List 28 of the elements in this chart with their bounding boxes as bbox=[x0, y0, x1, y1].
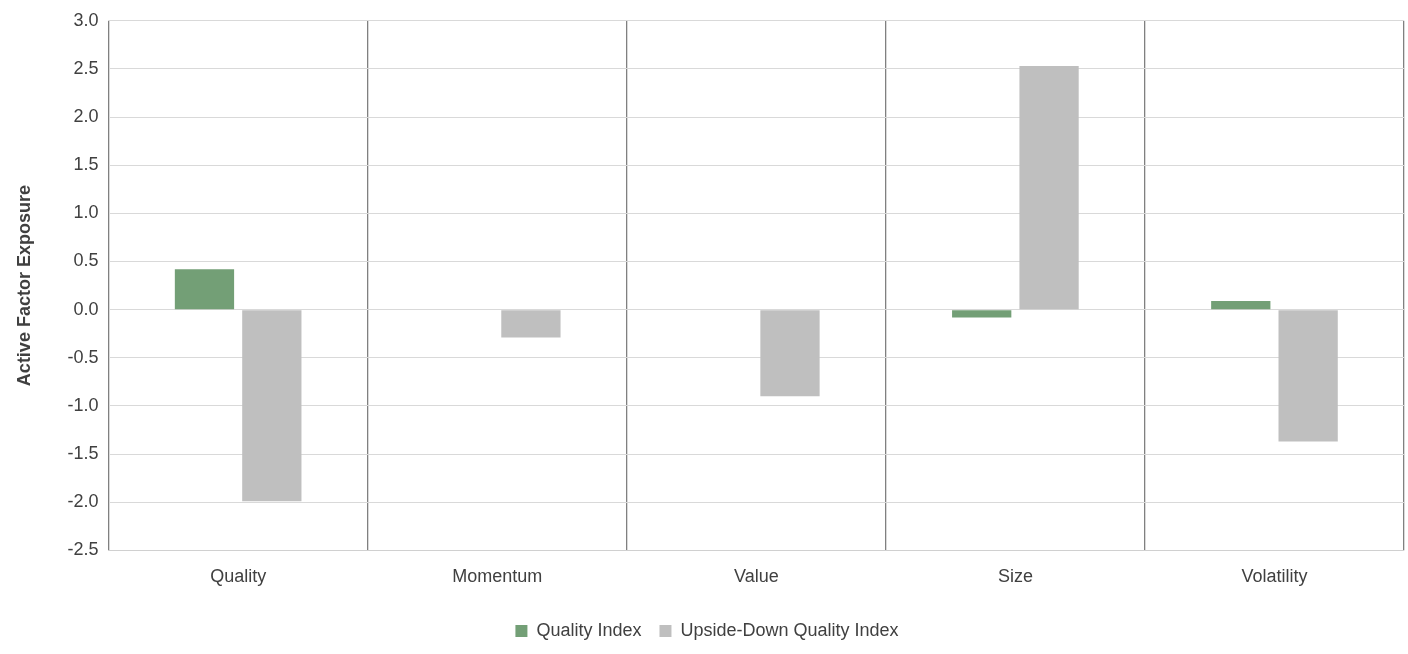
bar bbox=[501, 310, 561, 338]
x-tick-label: Quality bbox=[210, 566, 267, 587]
y-tick-label: -0.5 bbox=[67, 346, 99, 367]
y-tick-label: 2.5 bbox=[73, 57, 99, 78]
bar bbox=[174, 269, 235, 310]
y-tick-label: 1.5 bbox=[73, 154, 99, 175]
y-tick-label: 1.0 bbox=[73, 202, 99, 223]
bar bbox=[1019, 66, 1079, 310]
x-tick-label: Value bbox=[733, 566, 779, 587]
y-tick-label: 0.0 bbox=[73, 298, 99, 319]
legend-label: Quality Index bbox=[536, 619, 642, 640]
y-tick-label: 0.5 bbox=[73, 250, 99, 271]
x-tick-label: Momentum bbox=[452, 566, 543, 587]
y-tick-label: 2.0 bbox=[73, 106, 99, 127]
bar bbox=[1211, 301, 1271, 310]
x-tick-label: Volatility bbox=[1241, 566, 1308, 587]
y-tick-label: -1.5 bbox=[67, 443, 99, 464]
bar bbox=[952, 310, 1012, 318]
x-tick-label: Size bbox=[997, 566, 1033, 587]
y-tick-label: 3.0 bbox=[73, 9, 99, 30]
bar bbox=[1278, 310, 1338, 442]
y-axis-title: Active Factor Exposure bbox=[13, 185, 34, 387]
y-tick-label: -1.0 bbox=[67, 394, 99, 415]
bar bbox=[242, 310, 302, 502]
y-tick-label: -2.5 bbox=[67, 539, 99, 560]
legend-label: Upside-Down Quality Index bbox=[680, 619, 899, 640]
y-tick-label: -2.0 bbox=[67, 491, 99, 512]
bar bbox=[760, 310, 820, 397]
